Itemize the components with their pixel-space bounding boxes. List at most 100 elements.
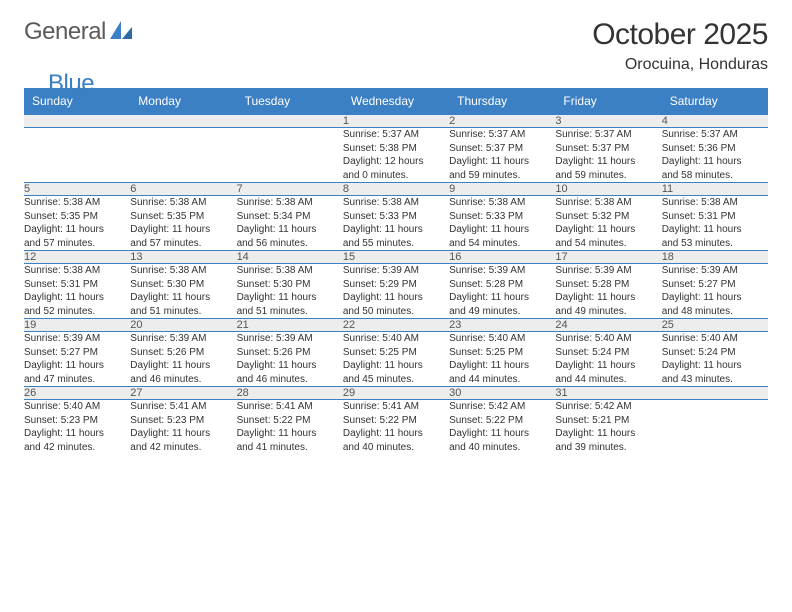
day-detail-30: Sunrise: 5:42 AMSunset: 5:22 PMDaylight:…	[449, 400, 555, 455]
day-detail-20: Sunrise: 5:39 AMSunset: 5:26 PMDaylight:…	[130, 332, 236, 387]
day-number-5: 5	[24, 183, 130, 196]
daylight-text-2: and 56 minutes.	[237, 237, 343, 251]
sunset-text: Sunset: 5:26 PM	[130, 346, 236, 360]
day-header-thursday: Thursday	[449, 88, 555, 115]
sunset-text: Sunset: 5:22 PM	[343, 414, 449, 428]
sunset-text: Sunset: 5:25 PM	[343, 346, 449, 360]
day-number-16: 16	[449, 251, 555, 264]
month-title: October 2025	[592, 18, 768, 52]
calendar-table: SundayMondayTuesdayWednesdayThursdayFrid…	[24, 88, 768, 454]
day-number-22: 22	[343, 319, 449, 332]
week-3-daynum-row: 19202122232425	[24, 319, 768, 332]
daylight-text-1: Daylight: 11 hours	[237, 291, 343, 305]
daylight-text-2: and 57 minutes.	[130, 237, 236, 251]
sunset-text: Sunset: 5:37 PM	[555, 142, 661, 156]
daylight-text-1: Daylight: 11 hours	[555, 155, 661, 169]
sunset-text: Sunset: 5:28 PM	[449, 278, 555, 292]
daylight-text-1: Daylight: 11 hours	[343, 223, 449, 237]
week-3-detail-row: Sunrise: 5:39 AMSunset: 5:27 PMDaylight:…	[24, 332, 768, 387]
day-number-29: 29	[343, 387, 449, 400]
sunrise-text: Sunrise: 5:42 AM	[449, 400, 555, 414]
logo-general: General	[24, 18, 106, 46]
daylight-text-1: Daylight: 11 hours	[237, 223, 343, 237]
sunrise-text: Sunrise: 5:38 AM	[130, 196, 236, 210]
day-detail-24: Sunrise: 5:40 AMSunset: 5:24 PMDaylight:…	[555, 332, 661, 387]
daylight-text-1: Daylight: 11 hours	[449, 427, 555, 441]
day-number-7: 7	[237, 183, 343, 196]
sunset-text: Sunset: 5:35 PM	[24, 210, 130, 224]
sunset-text: Sunset: 5:33 PM	[449, 210, 555, 224]
daylight-text-1: Daylight: 11 hours	[24, 223, 130, 237]
sunrise-text: Sunrise: 5:37 AM	[343, 128, 449, 142]
day-detail-22: Sunrise: 5:40 AMSunset: 5:25 PMDaylight:…	[343, 332, 449, 387]
daylight-text-2: and 51 minutes.	[130, 305, 236, 319]
sunset-text: Sunset: 5:24 PM	[555, 346, 661, 360]
daylight-text-2: and 0 minutes.	[343, 169, 449, 183]
day-detail-18: Sunrise: 5:39 AMSunset: 5:27 PMDaylight:…	[662, 264, 768, 319]
day-detail-19: Sunrise: 5:39 AMSunset: 5:27 PMDaylight:…	[24, 332, 130, 387]
sunrise-text: Sunrise: 5:37 AM	[555, 128, 661, 142]
daylight-text-1: Daylight: 11 hours	[130, 359, 236, 373]
day-number-24: 24	[555, 319, 661, 332]
sunrise-text: Sunrise: 5:38 AM	[662, 196, 768, 210]
daylight-text-2: and 40 minutes.	[343, 441, 449, 455]
day-number-17: 17	[555, 251, 661, 264]
day-number-4: 4	[662, 115, 768, 128]
daylight-text-2: and 54 minutes.	[555, 237, 661, 251]
sunrise-text: Sunrise: 5:38 AM	[237, 196, 343, 210]
sunrise-text: Sunrise: 5:39 AM	[130, 332, 236, 346]
daylight-text-1: Daylight: 11 hours	[24, 359, 130, 373]
day-detail-12: Sunrise: 5:38 AMSunset: 5:31 PMDaylight:…	[24, 264, 130, 319]
sunrise-text: Sunrise: 5:41 AM	[237, 400, 343, 414]
week-1-detail-row: Sunrise: 5:38 AMSunset: 5:35 PMDaylight:…	[24, 196, 768, 251]
day-number-2: 2	[449, 115, 555, 128]
daylight-text-2: and 55 minutes.	[343, 237, 449, 251]
day-number-25: 25	[662, 319, 768, 332]
sunset-text: Sunset: 5:27 PM	[24, 346, 130, 360]
daylight-text-1: Daylight: 11 hours	[449, 223, 555, 237]
sunset-text: Sunset: 5:38 PM	[343, 142, 449, 156]
daylight-text-1: Daylight: 11 hours	[24, 291, 130, 305]
daylight-text-1: Daylight: 12 hours	[343, 155, 449, 169]
sunset-text: Sunset: 5:29 PM	[343, 278, 449, 292]
day-detail-16: Sunrise: 5:39 AMSunset: 5:28 PMDaylight:…	[449, 264, 555, 319]
day-number-1: 1	[343, 115, 449, 128]
sunset-text: Sunset: 5:34 PM	[237, 210, 343, 224]
day-number-18: 18	[662, 251, 768, 264]
empty-cell	[237, 128, 343, 183]
day-header-monday: Monday	[130, 88, 236, 115]
daylight-text-1: Daylight: 11 hours	[237, 427, 343, 441]
sunset-text: Sunset: 5:30 PM	[130, 278, 236, 292]
sunrise-text: Sunrise: 5:37 AM	[449, 128, 555, 142]
sunrise-text: Sunrise: 5:38 AM	[343, 196, 449, 210]
sunrise-text: Sunrise: 5:39 AM	[662, 264, 768, 278]
daylight-text-2: and 44 minutes.	[555, 373, 661, 387]
sunrise-text: Sunrise: 5:40 AM	[24, 400, 130, 414]
daylight-text-1: Daylight: 11 hours	[130, 427, 236, 441]
calendar-header-row: SundayMondayTuesdayWednesdayThursdayFrid…	[24, 88, 768, 115]
daylight-text-1: Daylight: 11 hours	[555, 223, 661, 237]
day-detail-28: Sunrise: 5:41 AMSunset: 5:22 PMDaylight:…	[237, 400, 343, 455]
daylight-text-1: Daylight: 11 hours	[449, 359, 555, 373]
sunrise-text: Sunrise: 5:38 AM	[24, 196, 130, 210]
daylight-text-2: and 42 minutes.	[24, 441, 130, 455]
day-detail-21: Sunrise: 5:39 AMSunset: 5:26 PMDaylight:…	[237, 332, 343, 387]
day-detail-3: Sunrise: 5:37 AMSunset: 5:37 PMDaylight:…	[555, 128, 661, 183]
day-header-friday: Friday	[555, 88, 661, 115]
sunrise-text: Sunrise: 5:37 AM	[662, 128, 768, 142]
sunset-text: Sunset: 5:27 PM	[662, 278, 768, 292]
day-number-3: 3	[555, 115, 661, 128]
day-number-6: 6	[130, 183, 236, 196]
day-number-10: 10	[555, 183, 661, 196]
week-0-detail-row: Sunrise: 5:37 AMSunset: 5:38 PMDaylight:…	[24, 128, 768, 183]
daylight-text-1: Daylight: 11 hours	[555, 427, 661, 441]
day-number-11: 11	[662, 183, 768, 196]
header: General October 2025 Orocuina, Honduras	[24, 18, 768, 74]
day-number-20: 20	[130, 319, 236, 332]
day-detail-14: Sunrise: 5:38 AMSunset: 5:30 PMDaylight:…	[237, 264, 343, 319]
empty-cell	[662, 387, 768, 400]
sunset-text: Sunset: 5:23 PM	[130, 414, 236, 428]
daylight-text-1: Daylight: 11 hours	[343, 359, 449, 373]
day-number-9: 9	[449, 183, 555, 196]
empty-cell	[24, 115, 130, 128]
